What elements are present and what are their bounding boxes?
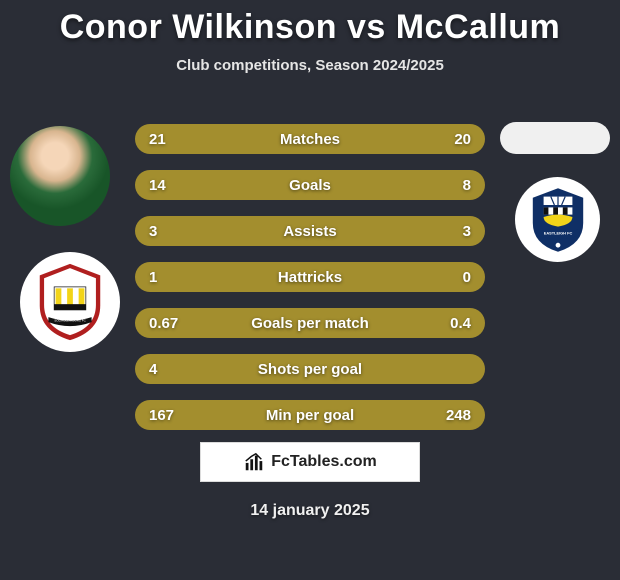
stat-row-goals: 14 Goals 8 [135, 170, 485, 200]
stat-left-value: 3 [149, 223, 157, 240]
svg-text:SOLIHULL MOORS FC: SOLIHULL MOORS FC [54, 318, 86, 322]
crest-left: SOLIHULL MOORS FC [20, 252, 120, 352]
stat-row-matches: 21 Matches 20 [135, 124, 485, 154]
stat-label: Goals per match [135, 315, 485, 332]
stat-label: Matches [135, 131, 485, 148]
stat-right-value: 8 [463, 177, 471, 194]
stat-left-value: 14 [149, 177, 166, 194]
player-right-avatar [500, 122, 610, 154]
stat-row-shots-per-goal: 4 Shots per goal [135, 354, 485, 384]
stat-right-value: 0 [463, 269, 471, 286]
header: Conor Wilkinson vs McCallum Club competi… [0, 0, 620, 74]
chart-icon [243, 451, 265, 473]
stat-right-value: 0.4 [450, 315, 471, 332]
stat-label: Shots per goal [135, 361, 485, 378]
page-subtitle: Club competitions, Season 2024/2025 [0, 57, 620, 74]
stat-left-value: 167 [149, 407, 174, 424]
stat-left-value: 4 [149, 361, 157, 378]
stat-right-value: 248 [446, 407, 471, 424]
stat-row-min-per-goal: 167 Min per goal 248 [135, 400, 485, 430]
footer-logo-text: FcTables.com [271, 453, 377, 471]
stat-label: Min per goal [135, 407, 485, 424]
stat-label: Goals [135, 177, 485, 194]
player-left-avatar [10, 126, 110, 226]
stat-left-value: 1 [149, 269, 157, 286]
stat-label: Assists [135, 223, 485, 240]
stat-row-goals-per-match: 0.67 Goals per match 0.4 [135, 308, 485, 338]
crest-right-svg: EASTLEIGH FC [527, 187, 589, 253]
crest-right: EASTLEIGH FC [515, 177, 600, 262]
footer-logo: FcTables.com [200, 442, 420, 482]
crest-left-svg: SOLIHULL MOORS FC [34, 262, 106, 342]
stat-row-hattricks: 1 Hattricks 0 [135, 262, 485, 292]
stat-right-value: 20 [454, 131, 471, 148]
footer-date: 14 january 2025 [0, 502, 620, 520]
stat-right-value: 3 [463, 223, 471, 240]
page-title: Conor Wilkinson vs McCallum [0, 8, 620, 47]
stat-left-value: 21 [149, 131, 166, 148]
stats-list: 21 Matches 20 14 Goals 8 3 Assists 3 1 H… [135, 124, 485, 446]
stat-left-value: 0.67 [149, 315, 178, 332]
stat-row-assists: 3 Assists 3 [135, 216, 485, 246]
svg-text:EASTLEIGH FC: EASTLEIGH FC [543, 230, 572, 235]
stat-label: Hattricks [135, 269, 485, 286]
